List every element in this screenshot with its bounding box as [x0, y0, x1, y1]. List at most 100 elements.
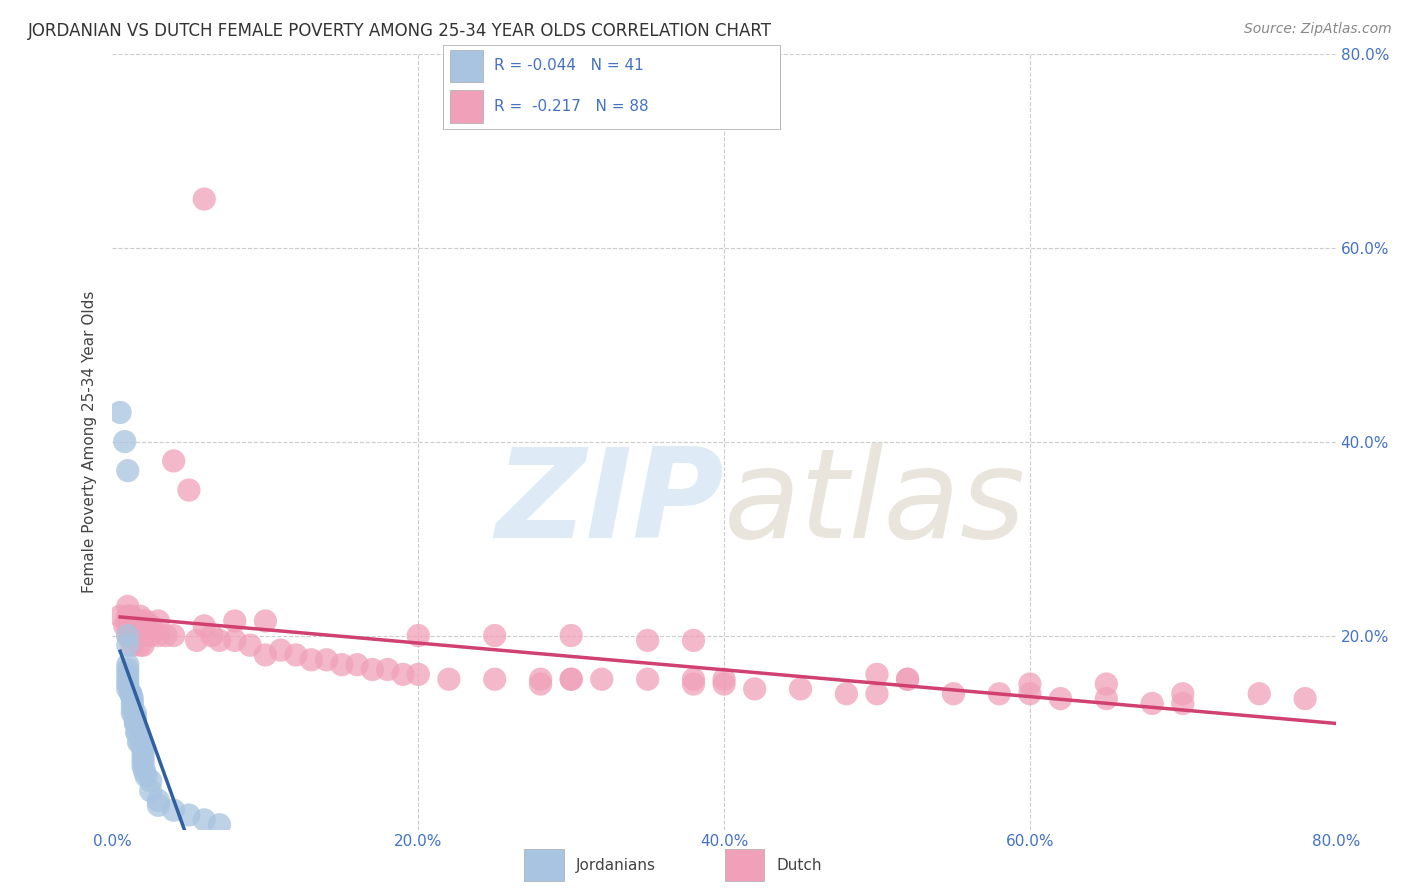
Point: [124, 715, 146, 730]
Text: Source: ZipAtlas.com: Source: ZipAtlas.com: [1244, 22, 1392, 37]
Point: [530, 677, 553, 691]
Point: [530, 672, 553, 686]
FancyBboxPatch shape: [450, 90, 484, 122]
Text: JORDANIAN VS DUTCH FEMALE POVERTY AMONG 25-34 YEAR OLDS CORRELATION CHART: JORDANIAN VS DUTCH FEMALE POVERTY AMONG …: [28, 22, 772, 40]
Point: [866, 667, 889, 681]
Point: [129, 638, 152, 652]
Point: [121, 628, 143, 642]
Point: [408, 628, 430, 642]
Point: [121, 701, 143, 715]
Point: [129, 735, 152, 749]
Point: [330, 657, 353, 672]
Point: [121, 706, 143, 721]
Point: [1294, 691, 1316, 706]
Point: [125, 624, 148, 638]
Point: [193, 192, 215, 206]
Point: [148, 614, 170, 628]
Point: [1049, 691, 1071, 706]
Point: [560, 628, 582, 642]
Point: [124, 619, 146, 633]
Point: [132, 614, 155, 628]
Point: [117, 609, 139, 624]
FancyBboxPatch shape: [725, 849, 765, 881]
Point: [208, 633, 231, 648]
Point: [127, 614, 149, 628]
Point: [132, 745, 155, 759]
Point: [125, 725, 148, 739]
Point: [1171, 697, 1194, 711]
Point: [114, 434, 136, 449]
Point: [135, 769, 157, 783]
Point: [125, 725, 148, 739]
Point: [132, 628, 155, 642]
Point: [193, 619, 215, 633]
Point: [713, 672, 735, 686]
Point: [121, 697, 143, 711]
Point: [392, 667, 415, 681]
Point: [114, 619, 136, 633]
Point: [177, 808, 200, 822]
Point: [124, 711, 146, 725]
Point: [120, 687, 142, 701]
Point: [637, 633, 659, 648]
Point: [682, 677, 704, 691]
Point: [122, 614, 145, 628]
Point: [135, 614, 157, 628]
Point: [139, 774, 162, 789]
Point: [177, 483, 200, 497]
Point: [132, 749, 155, 764]
Point: [163, 803, 186, 817]
Point: [224, 633, 246, 648]
Point: [163, 454, 186, 468]
Point: [148, 798, 170, 813]
Point: [117, 464, 139, 478]
Point: [186, 633, 208, 648]
Point: [254, 648, 277, 662]
Point: [163, 628, 186, 642]
Point: [139, 619, 162, 633]
Point: [129, 609, 152, 624]
Point: [124, 706, 146, 721]
Point: [484, 672, 506, 686]
FancyBboxPatch shape: [524, 849, 564, 881]
Point: [591, 672, 613, 686]
Point: [560, 672, 582, 686]
Point: [155, 628, 177, 642]
Point: [117, 663, 139, 677]
Point: [117, 667, 139, 681]
Text: Jordanians: Jordanians: [575, 858, 655, 872]
Point: [208, 818, 231, 832]
Point: [437, 672, 460, 686]
Point: [121, 691, 143, 706]
Point: [132, 740, 155, 755]
Point: [117, 628, 139, 642]
Point: [125, 628, 148, 642]
Point: [224, 614, 246, 628]
Point: [1171, 687, 1194, 701]
Point: [835, 687, 858, 701]
Point: [484, 628, 506, 642]
Point: [897, 672, 920, 686]
Point: [139, 783, 162, 797]
Point: [254, 614, 277, 628]
FancyBboxPatch shape: [450, 50, 484, 82]
Point: [121, 638, 143, 652]
Point: [789, 681, 811, 696]
Point: [866, 687, 889, 701]
Point: [744, 681, 766, 696]
Point: [637, 672, 659, 686]
Point: [1018, 677, 1040, 691]
Point: [942, 687, 965, 701]
Point: [108, 609, 131, 624]
Point: [560, 672, 582, 686]
Point: [117, 657, 139, 672]
Point: [299, 653, 322, 667]
Point: [315, 653, 337, 667]
Point: [108, 405, 131, 419]
Point: [120, 619, 142, 633]
Point: [1095, 691, 1118, 706]
Point: [346, 657, 368, 672]
Point: [988, 687, 1011, 701]
Point: [127, 735, 149, 749]
Text: atlas: atlas: [724, 443, 1026, 564]
